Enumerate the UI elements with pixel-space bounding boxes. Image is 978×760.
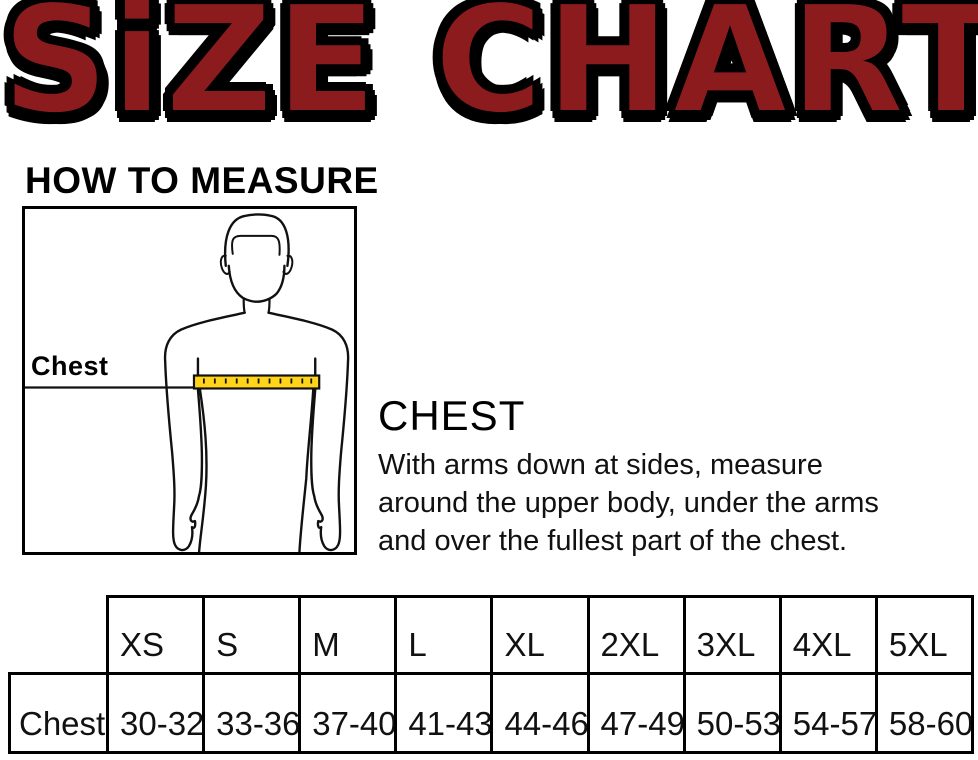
size-table-data-row: Chest 30-32 33-36 37-40 41-43 44-46 47-4… <box>8 672 975 754</box>
how-to-measure-heading: HOW TO MEASURE <box>25 160 379 201</box>
chest-value-xs: 30-32 <box>105 672 206 754</box>
description-line-3: and over the fullest part of the chest. <box>378 525 848 557</box>
left-arm-outline <box>163 311 246 552</box>
chest-value-l: 41-43 <box>394 672 494 754</box>
table-corner-blank-cell <box>10 597 108 674</box>
size-header-xs: XS <box>105 595 206 675</box>
chest-row-label: Chest <box>8 672 109 754</box>
torso-figure-illustration <box>25 213 350 552</box>
chest-value-3xl: 50-53 <box>682 672 782 754</box>
left-torso-line <box>197 388 208 552</box>
chest-value-m: 37-40 <box>298 672 398 754</box>
armpit-lines <box>196 357 317 377</box>
hair-fringe-line <box>231 234 281 256</box>
right-torso-line <box>298 388 315 552</box>
face-outline <box>227 264 286 303</box>
page-title: SiZE CHART <box>1 0 978 146</box>
measurement-diagram-box: Chest <box>22 206 357 555</box>
size-table-header-row: XS S M L XL 2XL 3XL 4XL 5XL <box>10 595 975 675</box>
chest-value-2xl: 47-49 <box>586 672 686 754</box>
size-header-m: M <box>298 595 398 675</box>
size-header-2xl: 2XL <box>586 595 686 675</box>
description-line-2: around the upper body, under the arms <box>378 487 879 519</box>
description-line-1: With arms down at sides, measure <box>378 449 823 481</box>
chest-diagram-label: Chest <box>31 351 109 381</box>
size-header-5xl: 5XL <box>874 595 975 675</box>
size-table: XS S M L XL 2XL 3XL 4XL 5XL Chest 30-32 … <box>8 595 975 754</box>
chest-value-4xl: 54-57 <box>778 672 878 754</box>
tape-measure-band <box>192 374 321 390</box>
chest-value-s: 33-36 <box>202 672 302 754</box>
chest-value-xl: 44-46 <box>490 672 590 754</box>
right-arm-outline <box>267 311 350 552</box>
torso-outline <box>163 213 350 552</box>
size-header-s: S <box>202 595 302 675</box>
chest-section-heading: CHEST <box>378 392 526 439</box>
size-header-xl: XL <box>490 595 590 675</box>
chest-section-description: With arms down at sides, measure around … <box>378 446 879 560</box>
size-header-4xl: 4XL <box>778 595 878 675</box>
tape-tick-marks <box>203 378 313 384</box>
chest-value-5xl: 58-60 <box>874 672 975 754</box>
size-header-3xl: 3XL <box>682 595 782 675</box>
hair-outline <box>223 213 290 268</box>
right-ear <box>282 254 294 275</box>
size-header-l: L <box>394 595 494 675</box>
left-ear <box>219 254 231 275</box>
